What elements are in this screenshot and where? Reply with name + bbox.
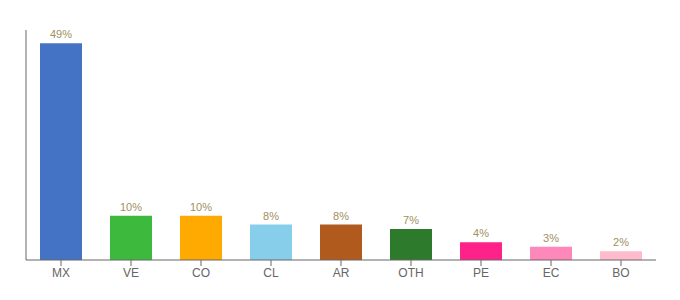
svg-text:49%: 49% [50, 28, 72, 40]
svg-text:EC: EC [543, 266, 560, 280]
svg-text:CO: CO [192, 266, 210, 280]
svg-text:MX: MX [52, 266, 70, 280]
svg-text:8%: 8% [263, 210, 279, 222]
svg-text:VE: VE [123, 266, 139, 280]
svg-text:CL: CL [263, 266, 279, 280]
svg-text:4%: 4% [473, 227, 489, 239]
svg-text:OTH: OTH [398, 266, 423, 280]
svg-text:BO: BO [612, 266, 629, 280]
svg-text:10%: 10% [120, 201, 142, 213]
svg-text:AR: AR [333, 266, 350, 280]
svg-text:PE: PE [473, 266, 489, 280]
svg-text:8%: 8% [333, 210, 349, 222]
svg-text:2%: 2% [613, 236, 629, 248]
svg-text:7%: 7% [403, 214, 419, 226]
svg-text:3%: 3% [543, 232, 559, 244]
svg-text:10%: 10% [190, 201, 212, 213]
